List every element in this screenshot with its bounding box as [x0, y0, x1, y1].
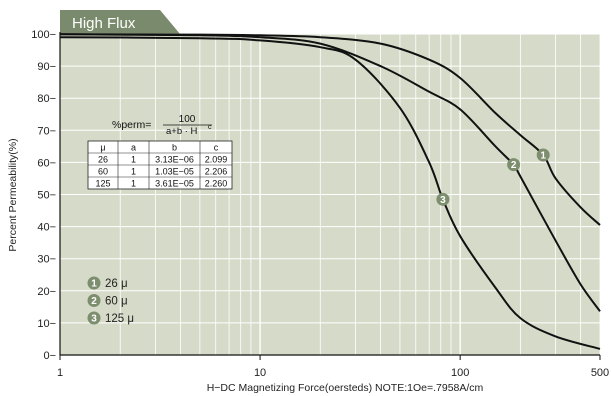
table-cell: 1 [131, 155, 136, 165]
table-header-cell: a [131, 143, 136, 153]
formula-lhs: %perm= [112, 119, 151, 131]
series-line [59, 33, 601, 226]
y-tick-label: 100− [31, 29, 56, 41]
series-marker [536, 148, 550, 162]
series-marker-label: 3 [440, 195, 446, 206]
curves: 1 2 3 [59, 33, 601, 350]
y-axis-title: Percent Permeability(%) [7, 138, 19, 251]
formula-exponent: c [208, 124, 212, 131]
formula-denominator: a+b · H [166, 126, 198, 137]
legend-marker-label: 2 [91, 296, 97, 307]
y-tick-label: 90− [37, 61, 56, 73]
formula-numerator: 100 [179, 114, 196, 125]
legend-marker [87, 311, 101, 325]
formula: %perm= 100 a+b · H c [112, 114, 212, 137]
legend-marker-label: 3 [91, 314, 97, 325]
legend-label: 26 μ [105, 278, 128, 290]
table-header-cell: c [214, 143, 219, 153]
table-header-cell: μ [100, 143, 105, 153]
y-tick-label: 60− [37, 157, 56, 169]
y-tick-label: 70− [37, 125, 56, 137]
series-marker [507, 158, 521, 172]
title-badge: High Flux [60, 10, 180, 34]
title-badge-shape [60, 10, 180, 34]
y-tick-label: 80− [37, 93, 56, 105]
table-cell: 2.206 [205, 167, 228, 177]
table-cell: 26 [98, 155, 108, 165]
legend-marker-label: 1 [91, 279, 97, 290]
x-tick-label: 10 [254, 367, 266, 379]
x-tick-label: 1 [57, 367, 63, 379]
table-header-cell: b [172, 143, 177, 153]
table-cell: 60 [98, 167, 108, 177]
y-tick-label: 20− [37, 286, 56, 298]
legend-label: 125 μ [105, 313, 134, 325]
legend-label: 60 μ [105, 296, 128, 308]
table-cell: 125 [95, 179, 110, 189]
x-tick-label: 500 [591, 367, 609, 379]
table-cell: 3.13E−06 [155, 155, 194, 165]
y-tick-label: 40− [37, 222, 56, 234]
x-tick-label: 100 [451, 367, 469, 379]
x-axis-title: H−DC Magnetizing Force(oersteds) NOTE:1O… [207, 382, 484, 394]
table-cell: 1.03E−05 [155, 167, 194, 177]
series-line [59, 33, 601, 312]
legend-marker [87, 294, 101, 307]
table-cell: 1 [131, 167, 136, 177]
legend: 1 26 μ 2 60 μ 3 125 μ [87, 276, 134, 325]
series-marker [436, 192, 450, 206]
chart-title: High Flux [72, 15, 136, 32]
table-cell: 1 [131, 179, 136, 189]
table-cell: 3.61E−05 [155, 179, 194, 189]
y-tick-label: 0− [43, 350, 56, 362]
y-tick-label: 50− [37, 190, 56, 202]
coefficient-table: μ a b c 26 1 3.13E−06 2.099 60 1 1.03E−05 2.206 125 1… [87, 140, 233, 190]
series-line [59, 36, 601, 350]
series-marker-label: 1 [540, 151, 546, 162]
axes: 0− 10− 20− 30− 40− 50− 60− 70− 80− 90− 100− 1 10 100 5… [7, 29, 609, 394]
legend-marker [87, 276, 101, 290]
table-cell: 2.099 [205, 155, 228, 165]
y-tick-label: 10− [37, 318, 56, 330]
y-tick-label: 30− [37, 254, 56, 266]
grid-lines [60, 33, 601, 355]
series-marker-label: 2 [511, 160, 517, 171]
table-cell: 2.260 [205, 179, 228, 189]
